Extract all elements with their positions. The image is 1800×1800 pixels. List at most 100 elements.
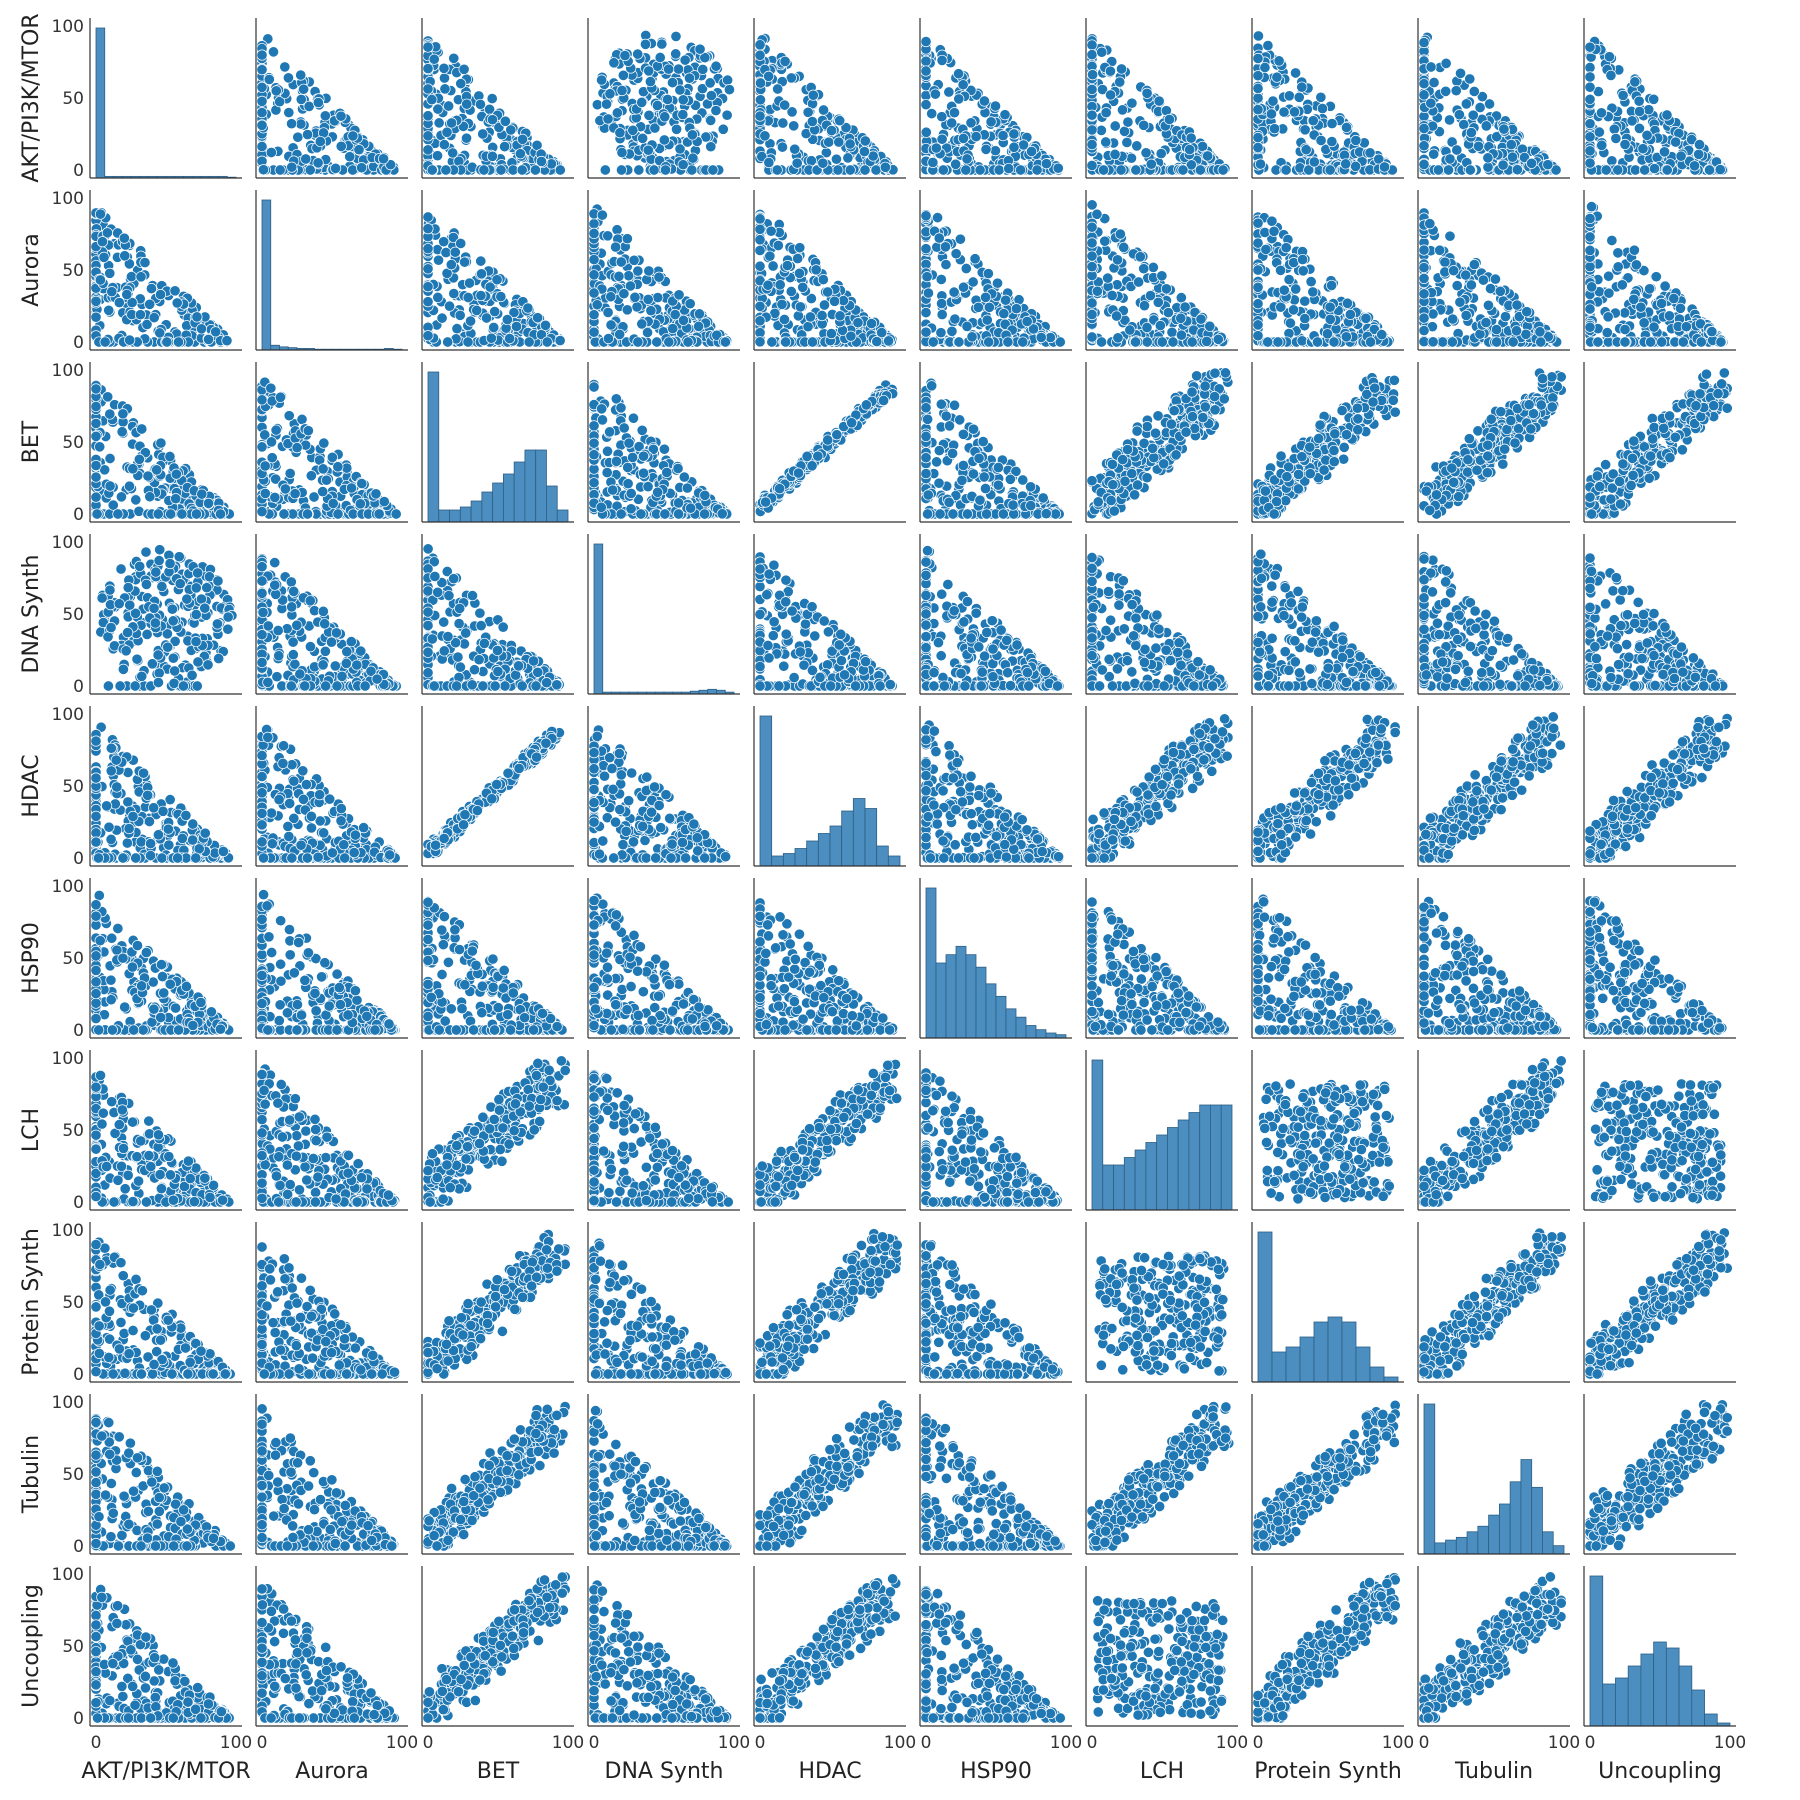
scatter-point <box>1596 108 1606 118</box>
scatter-point <box>773 240 783 250</box>
scatter-point <box>1167 327 1177 337</box>
scatter-point <box>1297 82 1307 92</box>
scatter-point <box>287 162 297 172</box>
scatter-point <box>1620 337 1630 347</box>
scatter-point <box>649 165 659 175</box>
scatter-point <box>1269 226 1279 236</box>
scatter-point <box>859 146 869 156</box>
scatter-point <box>515 149 525 159</box>
scatter-point <box>1142 322 1152 332</box>
scatter-point <box>1145 290 1155 300</box>
scatter-point <box>1253 142 1263 152</box>
scatter-point <box>1273 337 1283 347</box>
scatter-point <box>1351 135 1361 145</box>
scatter-point <box>1253 218 1263 228</box>
scatter-point <box>589 288 599 298</box>
scatter-point <box>1309 157 1319 167</box>
panel-aurora-vs-dna-synth <box>588 190 740 350</box>
scatter-point <box>1638 144 1648 154</box>
scatter-point <box>853 318 863 328</box>
scatter-point <box>433 255 443 265</box>
scatter-point <box>981 144 991 154</box>
scatter-point <box>1275 265 1285 275</box>
scatter-point <box>1195 165 1205 175</box>
scatter-point <box>687 130 697 140</box>
scatter-point <box>941 259 951 269</box>
scatter-point <box>1649 163 1659 173</box>
scatter-point <box>146 283 156 293</box>
scatter-point <box>257 96 267 106</box>
scatter-point <box>461 133 471 143</box>
scatter-point <box>1176 292 1186 302</box>
scatter-point <box>423 131 433 141</box>
scatter-point <box>313 158 323 168</box>
scatter-point <box>439 139 449 149</box>
scatter-point <box>1281 165 1291 175</box>
scatter-point <box>1253 320 1263 330</box>
scatter-point <box>1506 139 1516 149</box>
scatter-point <box>708 165 718 175</box>
scatter-point <box>1645 337 1655 347</box>
scatter-point <box>1419 79 1429 89</box>
scatter-point <box>678 159 688 169</box>
scatter-point <box>1316 92 1326 102</box>
scatter-point <box>275 165 285 175</box>
scatter-point <box>1103 273 1113 283</box>
scatter-point <box>931 143 941 153</box>
scatter-point <box>951 249 961 259</box>
scatter-point <box>612 108 622 118</box>
scatter-point <box>1620 308 1630 318</box>
scatter-point <box>1341 122 1351 132</box>
scatter-point <box>1377 329 1387 339</box>
scatter-point <box>450 247 460 257</box>
scatter-point <box>1448 265 1458 275</box>
scatter-point <box>1639 318 1649 328</box>
scatter-point <box>688 153 698 163</box>
scatter-point <box>1087 298 1097 308</box>
scatter-point <box>432 150 442 160</box>
scatter-point <box>1202 151 1212 161</box>
scatter-point <box>883 336 893 346</box>
scatter-point <box>659 135 669 145</box>
scatter-point <box>958 133 968 143</box>
scatter-point <box>1087 139 1097 149</box>
scatter-point <box>777 142 787 152</box>
scatter-point <box>982 315 992 325</box>
scatter-point <box>99 252 109 262</box>
scatter-point <box>629 255 639 265</box>
scatter-point <box>145 492 155 502</box>
scatter-point <box>315 136 325 146</box>
scatter-point <box>1087 238 1097 248</box>
scatter-point <box>937 309 947 319</box>
scatter-point <box>1585 213 1595 223</box>
scatter-point <box>671 31 681 41</box>
scatter-point <box>928 157 938 167</box>
scatter-point <box>145 299 155 309</box>
scatter-point <box>1327 136 1337 146</box>
scatter-point <box>1279 285 1289 295</box>
scatter-point <box>954 337 964 347</box>
scatter-point <box>633 266 643 276</box>
scatter-point <box>1586 282 1596 292</box>
scatter-point <box>1428 149 1438 159</box>
scatter-point <box>755 95 765 105</box>
scatter-point <box>423 331 433 341</box>
scatter-point <box>643 294 653 304</box>
scatter-point <box>1009 129 1019 139</box>
scatter-point <box>1639 165 1649 175</box>
scatter-point <box>693 321 703 331</box>
scatter-point <box>1312 337 1322 347</box>
scatter-point <box>826 328 836 338</box>
scatter-point <box>1419 90 1429 100</box>
scatter-point <box>1452 145 1462 155</box>
scatter-point <box>934 233 944 243</box>
scatter-point <box>1274 56 1284 66</box>
scatter-point <box>1609 124 1619 134</box>
scatter-point <box>356 163 366 173</box>
scatter-point <box>459 64 469 74</box>
scatter-point <box>478 129 488 139</box>
y-tick-label: 0 <box>73 333 84 353</box>
scatter-point <box>1119 126 1129 136</box>
scatter-point <box>1694 149 1704 159</box>
scatter-point <box>192 312 202 322</box>
